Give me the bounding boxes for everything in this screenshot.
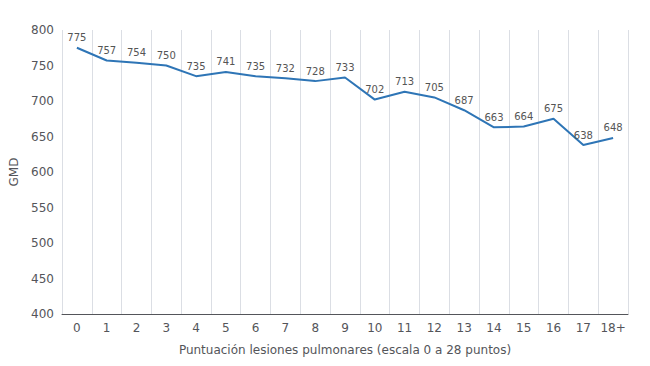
- svg-text:750: 750: [31, 59, 54, 73]
- svg-text:16: 16: [546, 321, 561, 335]
- svg-text:741: 741: [216, 56, 235, 67]
- svg-text:550: 550: [31, 201, 54, 215]
- svg-text:650: 650: [31, 130, 54, 144]
- svg-text:1: 1: [103, 321, 111, 335]
- svg-text:11: 11: [397, 321, 412, 335]
- svg-text:18+: 18+: [600, 321, 625, 335]
- svg-text:0: 0: [73, 321, 81, 335]
- svg-text:9: 9: [341, 321, 349, 335]
- svg-text:500: 500: [31, 236, 54, 250]
- svg-text:7: 7: [282, 321, 290, 335]
- svg-text:735: 735: [246, 61, 265, 72]
- svg-text:700: 700: [31, 94, 54, 108]
- svg-text:GMD: GMD: [7, 158, 21, 187]
- svg-text:6: 6: [252, 321, 260, 335]
- svg-text:15: 15: [516, 321, 531, 335]
- svg-text:600: 600: [31, 165, 54, 179]
- svg-text:4: 4: [192, 321, 200, 335]
- svg-text:8: 8: [311, 321, 319, 335]
- svg-text:705: 705: [425, 82, 444, 93]
- svg-text:5: 5: [222, 321, 230, 335]
- svg-text:Puntuación lesiones pulmonares: Puntuación lesiones pulmonares (escala 0…: [179, 343, 511, 357]
- svg-text:3: 3: [162, 321, 170, 335]
- svg-text:17: 17: [576, 321, 591, 335]
- svg-text:728: 728: [306, 66, 325, 77]
- svg-text:732: 732: [276, 63, 295, 74]
- svg-text:754: 754: [127, 47, 146, 58]
- svg-text:12: 12: [427, 321, 442, 335]
- svg-text:775: 775: [67, 32, 86, 43]
- svg-text:675: 675: [544, 103, 563, 114]
- svg-text:702: 702: [365, 84, 384, 95]
- svg-text:713: 713: [395, 76, 414, 87]
- svg-text:14: 14: [486, 321, 501, 335]
- svg-text:450: 450: [31, 272, 54, 286]
- svg-text:800: 800: [31, 23, 54, 37]
- svg-text:638: 638: [574, 130, 593, 141]
- svg-text:687: 687: [455, 95, 474, 106]
- svg-text:750: 750: [157, 50, 176, 61]
- svg-text:664: 664: [514, 111, 533, 122]
- svg-text:757: 757: [97, 45, 116, 56]
- svg-text:733: 733: [335, 62, 354, 73]
- svg-text:2: 2: [133, 321, 141, 335]
- svg-text:648: 648: [604, 122, 623, 133]
- svg-text:400: 400: [31, 307, 54, 321]
- svg-text:13: 13: [457, 321, 472, 335]
- svg-text:735: 735: [187, 61, 206, 72]
- svg-text:663: 663: [484, 112, 503, 123]
- svg-text:10: 10: [367, 321, 382, 335]
